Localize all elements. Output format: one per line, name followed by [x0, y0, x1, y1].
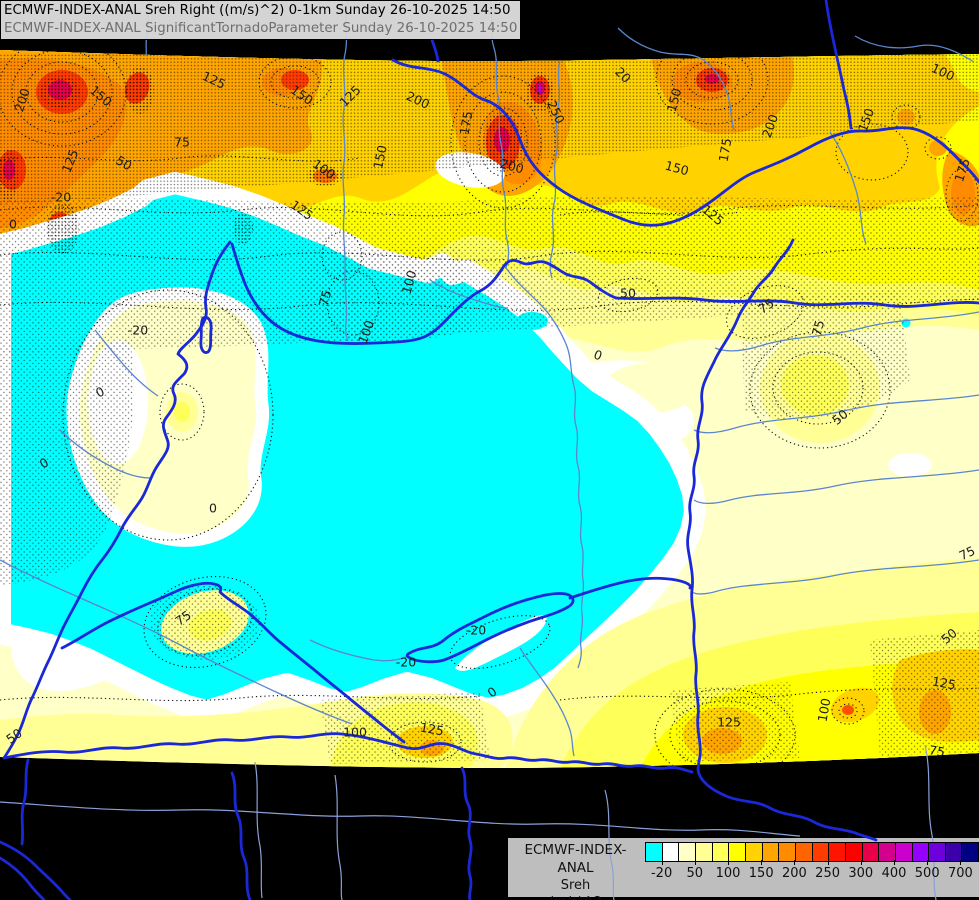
legend-swatch	[712, 843, 730, 861]
legend-swatch	[929, 843, 946, 861]
legend-title: ECMWF-INDEX-ANAL	[524, 842, 627, 876]
legend-swatch	[762, 843, 780, 861]
stipple-overlay	[0, 50, 979, 764]
rivers	[0, 0, 979, 757]
legend-text: ECMWF-INDEX-ANAL Sreh (m/s)^2	[508, 841, 643, 900]
legend-parameter: Sreh	[560, 878, 591, 893]
legend-tick-label: 100	[715, 866, 741, 881]
legend-swatch	[662, 843, 680, 861]
legend-tick	[728, 860, 729, 865]
legend-swatch	[895, 843, 913, 861]
header-line2: ECMWF-INDEX-ANAL SignificantTornadoParam…	[4, 21, 518, 36]
legend-tick-label: 300	[848, 866, 874, 881]
legend-tick	[694, 860, 696, 865]
legend-swatch	[912, 843, 930, 861]
legend-tick-label: 500	[914, 866, 940, 881]
legend-ticks: -20 50 100 150 200 250 300 400 500 700	[645, 860, 977, 894]
legend-units: (m/s)^2	[508, 894, 643, 900]
legend-tick-label: 700	[947, 866, 973, 881]
legend-tick	[827, 860, 829, 865]
legend-tick	[860, 860, 862, 865]
legend-tick-label: 250	[815, 866, 841, 881]
header: ECMWF-INDEX-ANAL Sreh Right ((m/s)^2) 0-…	[0, 0, 521, 40]
contour-lines	[0, 50, 979, 768]
legend-swatch	[679, 843, 696, 861]
legend-tick	[794, 860, 796, 865]
legend-swatch	[862, 843, 880, 861]
legend-tick	[927, 860, 929, 865]
legend-swatch	[962, 843, 979, 861]
legend-tick-label: 400	[881, 866, 907, 881]
legend-swatch	[729, 843, 746, 861]
legend-tick-label: 200	[781, 866, 807, 881]
legend-tick-label: 150	[748, 866, 774, 881]
legend-swatch	[646, 843, 663, 861]
legend-tick	[661, 860, 663, 865]
legend-swatch	[695, 843, 713, 861]
color-fan	[0, 50, 979, 768]
legend-tick-label: -20	[650, 866, 673, 881]
legend-swatch	[945, 843, 963, 861]
legend-tick	[960, 860, 962, 865]
legend-tick-label: 50	[686, 866, 704, 881]
legend-swatch	[812, 843, 830, 861]
legend-swatch	[795, 843, 813, 861]
legend-colorbar	[645, 842, 979, 862]
legend-tick	[894, 860, 895, 865]
legend-swatch	[879, 843, 896, 861]
header-line1: ECMWF-INDEX-ANAL Sreh Right ((m/s)^2) 0-…	[4, 3, 511, 18]
rivers-outside-fan	[0, 744, 937, 900]
legend-swatch	[845, 843, 863, 861]
legend-tick	[761, 860, 763, 865]
legend: ECMWF-INDEX-ANAL Sreh (m/s)^2 -20 50 100 15…	[508, 838, 979, 900]
legend-swatch	[829, 843, 846, 861]
legend-swatch	[779, 843, 796, 861]
legend-swatch	[745, 843, 763, 861]
